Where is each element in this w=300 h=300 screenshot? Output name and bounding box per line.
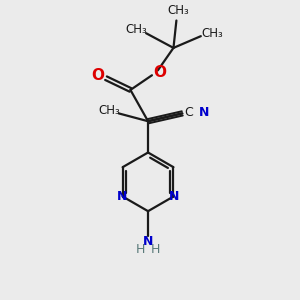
Text: H: H [151, 243, 160, 256]
Text: C: C [185, 106, 194, 119]
Text: CH₃: CH₃ [202, 27, 224, 40]
Text: CH₃: CH₃ [167, 4, 189, 17]
Text: CH₃: CH₃ [125, 23, 147, 36]
Text: O: O [153, 65, 166, 80]
Text: H: H [136, 243, 145, 256]
Text: CH₃: CH₃ [98, 104, 120, 117]
Text: N: N [143, 235, 153, 248]
Text: N: N [199, 106, 209, 119]
Text: N: N [116, 190, 127, 203]
Text: O: O [92, 68, 105, 83]
Text: N: N [169, 190, 180, 203]
